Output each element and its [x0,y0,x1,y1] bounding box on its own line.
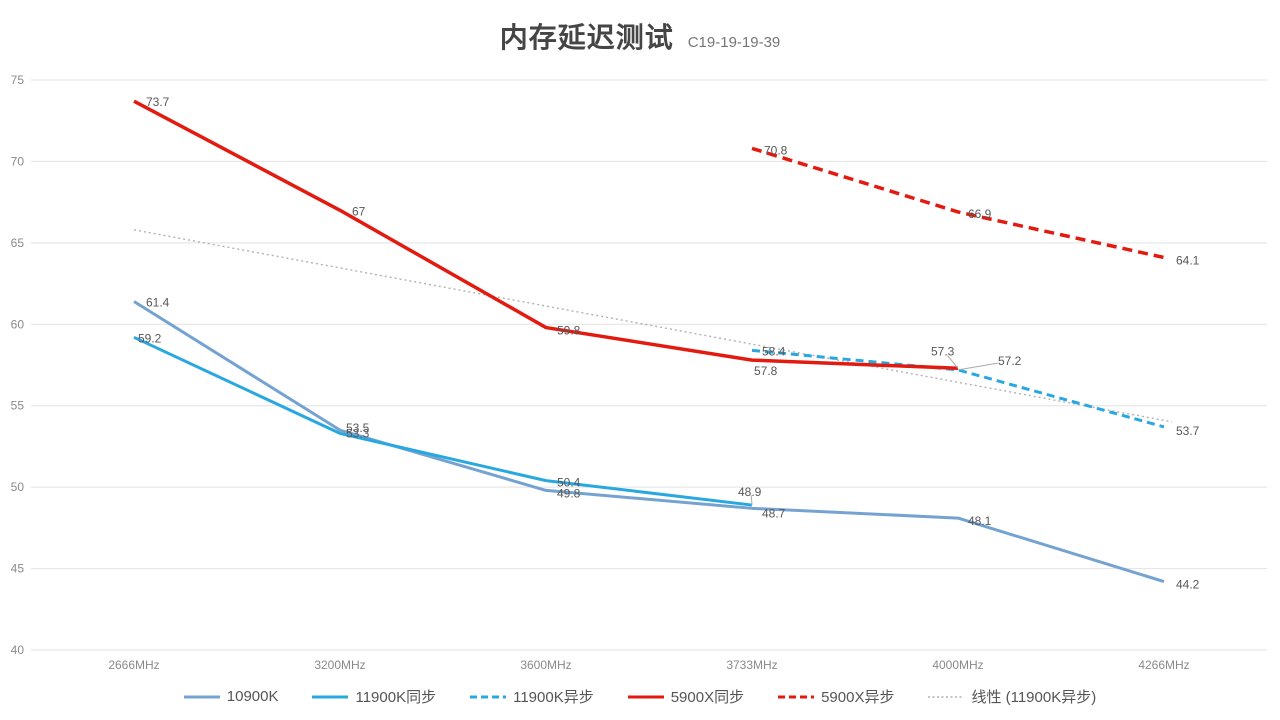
series-line-trend[interactable] [133,229,1173,423]
chart-subtitle: C19-19-19-39 [687,34,781,51]
legend-line-swatch [470,695,507,698]
x-tick-label: 4000MHz [932,658,983,672]
legend-item-11900K异步[interactable]: 11900K异步 [470,686,594,707]
legend-label: 线性 (11900K异步) [971,689,1097,706]
legend-item-5900X异步[interactable]: 5900X异步 [778,686,894,707]
legend-label: 10900K [226,688,279,705]
label-leader-line [750,495,753,506]
x-tick-label: 3600MHz [520,658,571,672]
y-tick-label: 60 [11,317,25,331]
legend-label: 5900X异步 [821,689,895,706]
data-label: 64.1 [1176,254,1200,268]
chart-legend: 10900K 11900K同步 11900K异步 5900X同步 5900X异步 线性 (… [0,686,1280,707]
data-label: 57.2 [998,354,1022,368]
data-label: 48.7 [762,506,786,520]
x-tick-label: 3200MHz [314,658,365,672]
data-label: 59.2 [138,331,162,345]
y-tick-label: 55 [11,399,25,413]
x-tick-label: 2666MHz [108,658,159,672]
legend-label: 11900K异步 [513,689,594,706]
line-chart-plot-area: 40 45 50 55 60 65 70 75 2666MHz 3200MHz 3600MHz 373… [11,73,1267,672]
data-label: 59.8 [557,324,581,338]
legend-item-10900K[interactable]: 10900K [183,688,279,705]
data-label: 67 [352,204,366,218]
data-label: 57.8 [754,364,778,378]
y-tick-label: 50 [11,480,25,494]
series-line-5900X异步[interactable] [751,146,1165,260]
data-label: 66.9 [968,207,992,221]
y-tick-label: 40 [11,643,25,657]
label-leader-line [957,362,998,371]
legend-line-swatch [183,695,220,698]
x-tick-label: 4266MHz [1138,658,1189,672]
series-line-10900K[interactable] [133,300,1165,584]
chart-title-row: 内存延迟测试 C19-19-19-39 [0,16,1280,56]
y-tick-label: 65 [11,236,25,250]
data-label: 53.7 [1176,424,1200,438]
series-line-11900K同步[interactable] [133,335,753,507]
label-leader-line [947,355,959,369]
legend-label: 11900K同步 [355,689,437,706]
legend-line-swatch [627,695,664,698]
legend-line-swatch [778,695,815,698]
y-tick-label: 45 [11,562,25,576]
y-tick-label: 75 [11,73,25,87]
legend-line-swatch [928,695,965,698]
data-label: 57.3 [931,344,955,358]
data-label: 44.2 [1176,578,1200,592]
legend-item-trend[interactable]: 线性 (11900K异步) [928,686,1096,707]
chart-title: 内存延迟测试 [499,22,674,53]
x-tick-label: 3733MHz [726,658,777,672]
data-label: 50.4 [557,476,581,490]
legend-label: 5900X同步 [670,689,745,706]
data-label: 73.7 [146,95,170,109]
data-label: 48.9 [738,485,762,499]
y-tick-label: 70 [11,154,25,168]
data-label: 58.4 [762,344,786,358]
legend-item-5900X同步[interactable]: 5900X同步 [627,686,745,707]
data-label: 61.4 [146,295,170,309]
data-label: 70.8 [764,143,788,157]
series-line-5900X同步[interactable] [133,99,959,371]
data-label: 53.5 [346,421,370,435]
data-label: 48.1 [968,514,992,528]
series-line-11900K异步[interactable] [751,348,1165,429]
data-label: 49.8 [557,486,581,500]
legend-item-11900K同步[interactable]: 11900K同步 [312,686,436,707]
legend-line-swatch [312,695,349,698]
data-label: 53.3 [346,426,370,440]
